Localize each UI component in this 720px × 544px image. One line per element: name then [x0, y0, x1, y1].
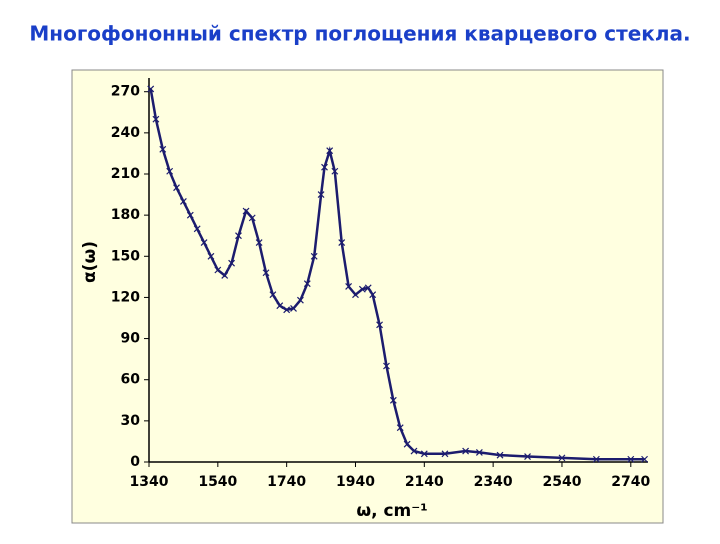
marker	[369, 291, 377, 299]
marker	[214, 266, 222, 274]
marker	[186, 211, 194, 219]
marker	[376, 321, 383, 329]
marker	[462, 447, 470, 455]
marker	[159, 145, 167, 153]
x-tick-label: 2140	[405, 474, 444, 490]
marker	[410, 447, 418, 455]
marker	[441, 450, 449, 458]
marker	[303, 280, 311, 288]
y-axis-label: α(ω)	[80, 241, 100, 283]
x-tick-label: 2340	[474, 474, 513, 490]
x-tick-label: 2740	[611, 474, 650, 490]
marker	[173, 184, 180, 192]
marker	[338, 239, 346, 246]
marker	[345, 283, 353, 290]
marker	[310, 252, 318, 260]
marker	[207, 252, 215, 260]
marker	[524, 453, 531, 460]
x-tick-label: 2540	[542, 474, 581, 490]
x-tick-label: 1740	[267, 474, 306, 490]
marker	[403, 440, 411, 448]
x-axis-label: ω, cm⁻¹	[356, 501, 427, 521]
marker	[179, 198, 187, 205]
marker	[166, 167, 174, 175]
marker	[290, 304, 297, 312]
chart-title: Многофононный спектр поглощения кварцево…	[29, 22, 690, 46]
marker	[283, 306, 291, 314]
marker	[262, 269, 270, 277]
y-tick-label: 0	[130, 454, 140, 470]
marker	[255, 239, 263, 246]
y-tick-label: 30	[121, 413, 141, 429]
marker	[558, 454, 566, 462]
marker	[364, 284, 372, 292]
y-tick-label: 150	[111, 248, 140, 264]
marker	[221, 272, 229, 279]
marker	[248, 214, 256, 222]
plot-panel	[71, 69, 664, 524]
marker	[296, 296, 304, 304]
marker	[475, 448, 483, 456]
marker	[389, 396, 397, 404]
marker	[269, 291, 277, 299]
marker	[396, 424, 404, 432]
marker	[383, 362, 390, 370]
y-tick-label: 120	[111, 289, 140, 305]
marker	[147, 85, 155, 93]
y-tick-label: 60	[121, 372, 141, 388]
marker	[641, 455, 648, 463]
x-tick-label: 1340	[130, 474, 169, 490]
marker	[242, 207, 250, 215]
marker	[276, 302, 284, 310]
x-tick-label: 1940	[336, 474, 375, 490]
marker	[326, 147, 334, 155]
marker	[352, 291, 359, 299]
marker	[235, 232, 242, 240]
marker	[358, 285, 366, 293]
marker	[592, 455, 600, 463]
x-tick-label: 1540	[198, 474, 237, 490]
y-tick-label: 180	[111, 207, 140, 223]
marker	[496, 451, 504, 459]
y-tick-label: 270	[111, 84, 140, 100]
marker	[193, 225, 201, 233]
marker	[228, 259, 236, 267]
y-tick-label: 90	[121, 331, 141, 347]
marker	[420, 450, 428, 458]
marker	[200, 239, 208, 246]
marker	[152, 115, 160, 123]
y-tick-label: 210	[111, 166, 140, 182]
y-tick-label: 240	[111, 125, 140, 141]
marker	[321, 163, 328, 171]
marker	[317, 191, 325, 198]
marker	[331, 167, 339, 175]
marker	[627, 455, 635, 463]
